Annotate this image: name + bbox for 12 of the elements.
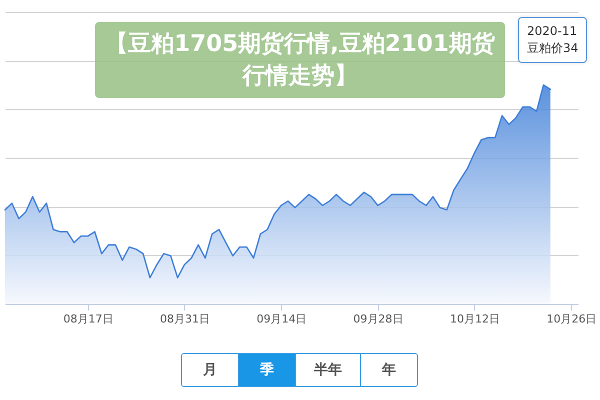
button[interactable]: 半年 (295, 353, 361, 387)
chart-title: 【豆粕1705期货行情,豆粕2101期货行情走势】 (105, 31, 495, 89)
x-tick-label: 09月28日 (353, 312, 404, 326)
x-tick-label: 10月12日 (450, 312, 500, 326)
x-tick-label: 08月17日 (63, 312, 114, 326)
button[interactable]: 月 (181, 353, 239, 387)
button[interactable]: 年 (360, 353, 418, 387)
title-banner: 【豆粕1705期货行情,豆粕2101期货行情走势】 (95, 22, 505, 98)
x-tick-label: 09月14日 (256, 312, 307, 326)
tooltip: 2020-11 豆粕价34 (518, 17, 588, 63)
x-tick-label: 08月31日 (160, 312, 210, 326)
x-tick-label: 10月26日 (546, 312, 597, 326)
